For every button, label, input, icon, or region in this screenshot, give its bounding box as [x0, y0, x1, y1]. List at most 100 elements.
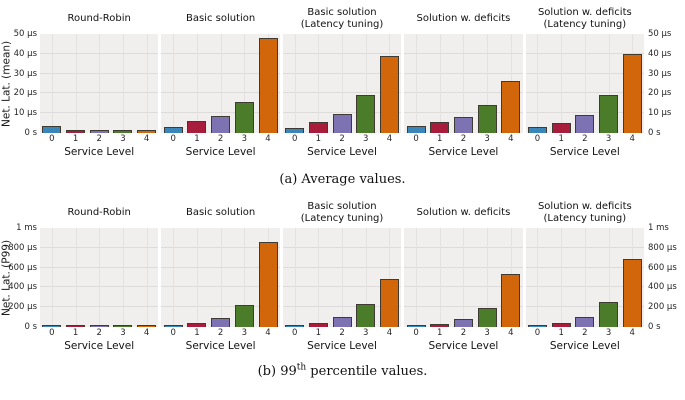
bar-slot: [111, 228, 135, 327]
v-gridline: [389, 228, 391, 327]
x-tick-labels: 0 1 2 3 4: [404, 133, 522, 146]
x-tick-label: 2: [460, 328, 467, 339]
v-gridline: [122, 228, 124, 327]
y-tick-label: 10 µs: [648, 107, 672, 118]
bar-service-level-4: [258, 38, 278, 133]
x-tick-label: 0: [291, 134, 298, 145]
bar-service-level-0: [527, 127, 547, 133]
bar-slot: [597, 34, 621, 133]
v-gridline: [146, 34, 148, 133]
bars: [40, 228, 158, 327]
bar-slot: [549, 228, 573, 327]
bar-slot: [135, 228, 159, 327]
x-axis-label: Service Level: [428, 146, 499, 158]
y-tick-label: 30 µs: [648, 68, 672, 79]
plot-area: [282, 228, 402, 327]
v-gridline: [463, 228, 465, 327]
y-tick-label: 0 s: [648, 321, 661, 332]
x-tick-labels: 0 1 2 3 4: [283, 133, 401, 146]
chart-panel: Round-Robin 0 1 2 3 4 Service Level: [40, 197, 159, 355]
v-gridline: [51, 228, 53, 327]
x-tick-labels: 0 1 2 3 4: [40, 327, 158, 340]
x-tick-label: 3: [120, 134, 126, 145]
y-tick-label: 0 s: [648, 127, 661, 138]
v-gridline: [173, 228, 175, 327]
panel-title-line: Round-Robin: [67, 206, 131, 218]
panel-title-line: Basic solution: [185, 206, 256, 218]
v-gridline: [51, 34, 53, 133]
chart-panel: Basic solution (Latency tuning) 0 1 2 3 4 Servi…: [282, 197, 402, 355]
bar-slot: [354, 228, 378, 327]
x-tick-label: 3: [241, 134, 248, 145]
panel-title: Basic solution: [161, 3, 279, 34]
y-tick-label: 200 µs: [648, 301, 677, 312]
y-axis-right: 0 s 10 µs 20 µs 30 µs 40 µs 50 µs: [644, 3, 685, 161]
caption-b: (b) 99th percentile values.: [0, 355, 685, 393]
bar-service-level-1: [430, 323, 450, 327]
panel-title: Solution w. deficits (Latency tuning): [526, 3, 644, 34]
bars: [40, 34, 158, 133]
x-axis-label: Service Level: [307, 340, 377, 352]
bars: [283, 34, 401, 133]
bar-service-level-1: [551, 322, 571, 327]
x-axis-label: Service Level: [428, 340, 499, 352]
bar-service-level-4: [137, 130, 157, 133]
x-tick-label: 4: [143, 328, 150, 339]
panel-title-line: Basic solution: [307, 6, 377, 18]
y-tick-label: 800 µs: [648, 242, 677, 253]
bar-service-level-0: [163, 127, 183, 133]
panel-title: Round-Robin: [40, 197, 158, 228]
v-gridline: [584, 34, 586, 133]
bar-slot: [111, 34, 135, 133]
x-tick-label: 1: [72, 328, 79, 339]
panel-title-line: Basic solution: [185, 12, 256, 24]
bar-service-level-4: [137, 325, 157, 327]
chart-panel: Solution w. deficits (Latency tuning) 0 1 2 3…: [525, 197, 645, 355]
panel-title-line: (Latency tuning): [300, 18, 384, 30]
bar-slot: [475, 34, 499, 133]
chart-panel: Solution w. deficits 0 1 2 3 4 Service Level: [404, 197, 523, 355]
bar-slot: [185, 228, 209, 327]
x-tick-label: 2: [582, 328, 588, 339]
x-tick-label: 1: [194, 134, 200, 145]
x-tick-label: 1: [558, 328, 564, 339]
bar-slot: [378, 34, 402, 133]
bar-service-level-4: [501, 80, 521, 133]
x-axis-label: Service Level: [185, 146, 256, 158]
x-tick-label: 4: [265, 328, 271, 339]
bar-slot: [499, 228, 523, 327]
x-tick-labels: 0 1 2 3 4: [283, 327, 401, 340]
bar-service-level-0: [285, 325, 305, 327]
x-tick-label: 3: [363, 134, 369, 145]
bar-slot: [428, 228, 452, 327]
panel-title-line: (Latency tuning): [300, 212, 384, 224]
plot-area: [525, 228, 645, 327]
v-gridline: [561, 228, 563, 327]
bar-slot: [573, 228, 597, 327]
bar-slot: [283, 34, 307, 133]
bars: [404, 34, 522, 133]
y-tick-label: 1 ms: [648, 222, 669, 233]
y-axis-right: 0 s 200 µs 400 µs 600 µs 800 µs 1 ms: [644, 197, 685, 355]
v-gridline: [318, 228, 320, 327]
x-tick-label: 3: [484, 328, 490, 339]
bar-service-level-0: [42, 325, 62, 327]
x-tick-label: 4: [143, 134, 150, 145]
v-gridline: [220, 34, 222, 133]
bar-service-level-2: [332, 317, 352, 327]
figure-p99: Net. Lat. (P99) 0 s 200 µs 400 µs 600 µs 800 …: [0, 197, 685, 355]
plot-area: [525, 34, 645, 133]
bar-slot: [475, 228, 499, 327]
plot-area: [161, 34, 280, 133]
x-tick-label: 3: [484, 134, 490, 145]
panel-title-line: Solution w. deficits: [537, 6, 632, 18]
x-axis-label: Service Level: [64, 146, 135, 158]
bars: [526, 228, 644, 327]
bar-service-level-4: [379, 278, 399, 327]
v-gridline: [416, 34, 418, 133]
y-tick-labels-left: 0 s 200 µs 400 µs 600 µs 800 µs 1 ms: [8, 224, 37, 331]
bar-slot: [232, 34, 256, 133]
v-gridline: [342, 228, 344, 327]
panel-title-line: Solution w. deficits: [416, 12, 511, 24]
v-gridline: [294, 34, 296, 133]
